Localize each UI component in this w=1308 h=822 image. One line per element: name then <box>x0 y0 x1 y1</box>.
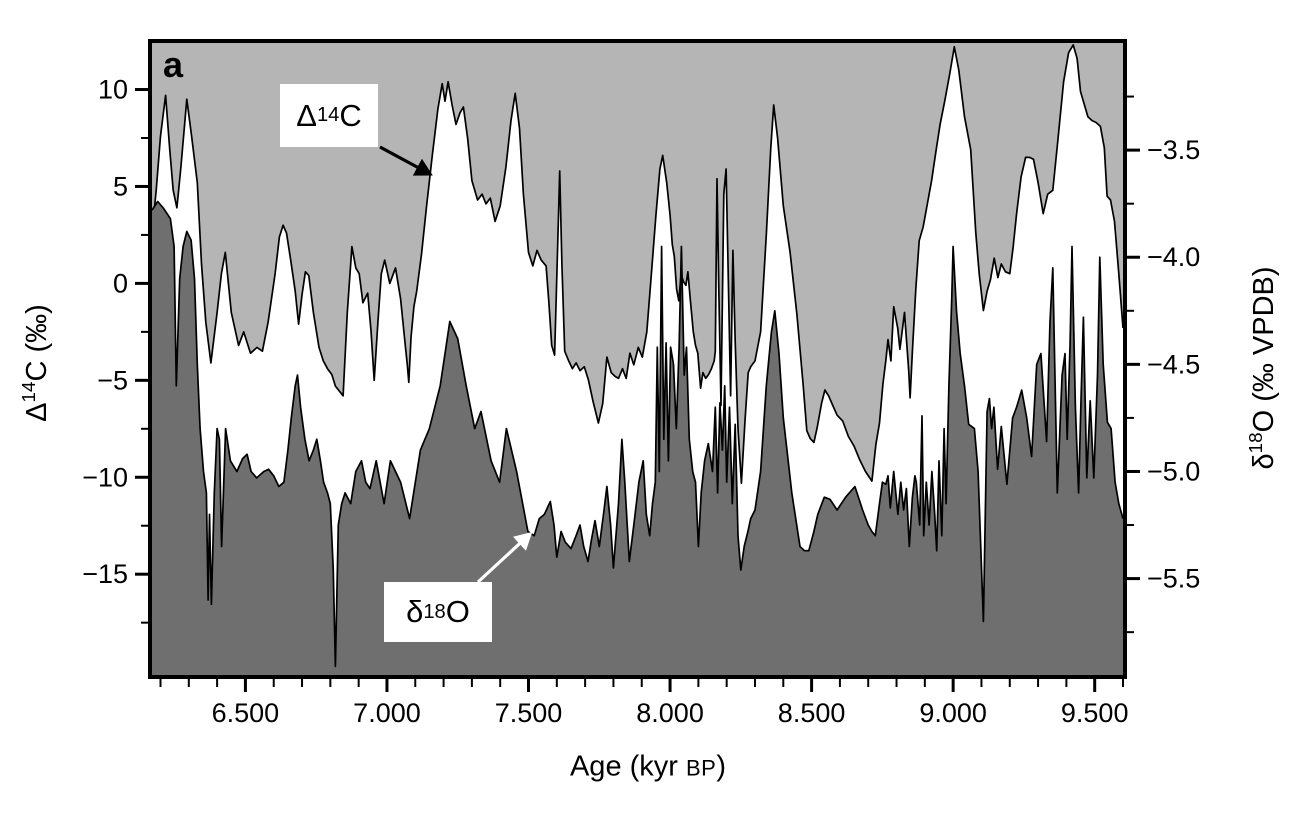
x-title-pre: Age (kyr <box>569 750 686 783</box>
y-left-tick-label: 10 <box>98 75 128 105</box>
x-axis-tick-label: 8.500 <box>778 698 846 728</box>
y-right-tick-label: −5.5 <box>1147 564 1200 594</box>
d14c-curve <box>152 44 1123 484</box>
annotation-arrows <box>379 145 533 584</box>
y-left-title-superscript: 14 <box>18 381 40 403</box>
y-left-tick-label: −5 <box>97 365 128 395</box>
x-axis-tick-label: 9.000 <box>919 698 987 728</box>
d18o-arrow <box>476 531 533 584</box>
y-right-title-symbol: δ <box>1247 453 1280 470</box>
axis-tick-labels: 6.500 7.000 7.500 8.000 8.500 9.000 9.500 10 5 0 −… <box>82 75 1200 728</box>
d14c-label-rest: C <box>339 97 362 133</box>
d18o-label-rest: O <box>445 594 470 629</box>
panel-label: a <box>163 44 184 85</box>
data-areas <box>152 44 1123 675</box>
y-left-tick-label: −10 <box>82 462 128 492</box>
y-right-tick-label: −4.0 <box>1147 242 1200 272</box>
y-right-title-superscript: 18 <box>1245 432 1267 454</box>
y-right-tick-label: −4.5 <box>1147 349 1200 379</box>
d14c-label-symbol: Δ <box>296 97 317 133</box>
y-left-tick-label: −15 <box>82 559 128 589</box>
x-axis-tick-label: 9.500 <box>1061 698 1129 728</box>
y-left-title-rest: C (‰) <box>20 304 53 382</box>
d18o-label-superscript: 18 <box>423 600 446 623</box>
y-axis-left-title: Δ14C (‰) <box>18 304 54 422</box>
axis-ticks <box>135 88 1140 692</box>
d18o-series-label: δ 18 O <box>384 582 492 642</box>
d18o-curve <box>152 200 1123 668</box>
x-axis-tick-label: 6.500 <box>212 698 280 728</box>
d14c-label-superscript: 14 <box>316 104 340 126</box>
d18o-area <box>152 201 1123 675</box>
x-axis-title: Age (kyr BP) <box>570 751 726 784</box>
y-left-tick-label: 0 <box>113 268 128 298</box>
x-axis-tick-label: 7.500 <box>495 698 563 728</box>
x-title-bp: BP <box>686 755 717 781</box>
y-axis-right-title: δ18O (‰ VPDB) <box>1245 266 1281 469</box>
y-right-tick-label: −3.5 <box>1147 135 1200 165</box>
d14c-series-label: Δ 14 C <box>280 84 378 147</box>
plot-frame <box>148 39 1127 679</box>
d18o-label-symbol: δ <box>406 594 424 629</box>
x-axis-tick-label: 8.000 <box>636 698 704 728</box>
y-right-title-rest: O (‰ VPDB) <box>1247 266 1280 433</box>
d14c-arrow <box>379 145 433 176</box>
y-right-tick-label: −5.0 <box>1147 456 1200 486</box>
y-left-tick-label: 5 <box>113 171 128 201</box>
y-left-title-symbol: Δ <box>20 402 53 422</box>
x-axis-tick-label: 7.000 <box>353 698 421 728</box>
x-title-post: ) <box>716 750 727 783</box>
